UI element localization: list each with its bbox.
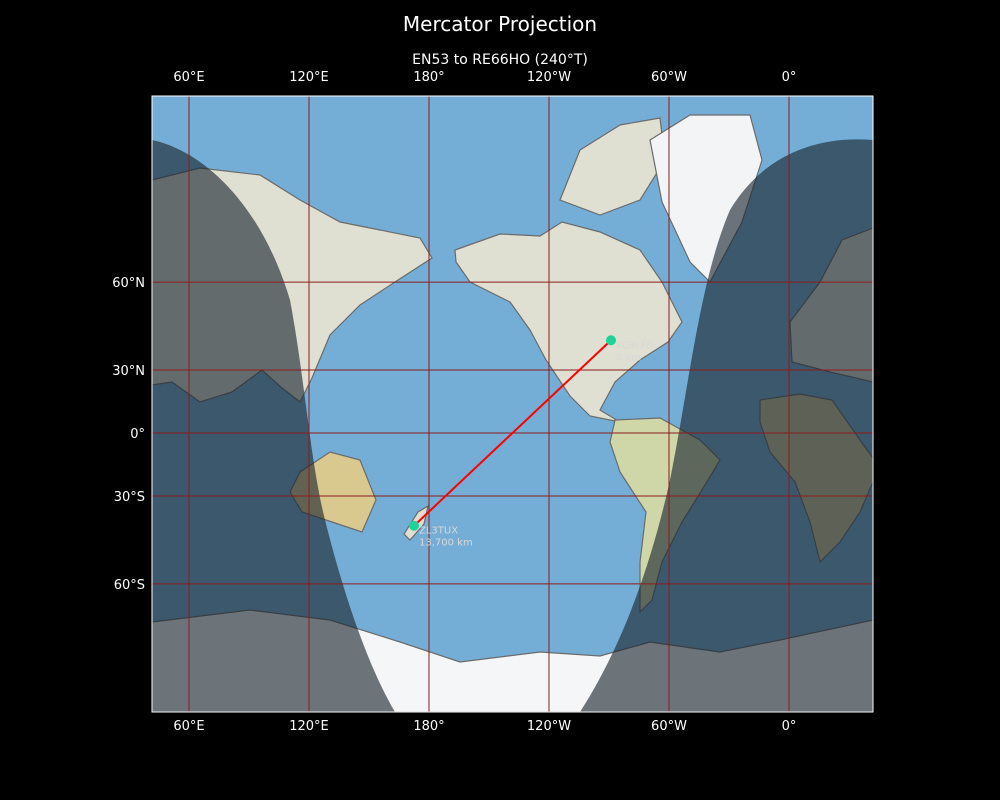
x-tick-label-bottom: 0°	[782, 719, 797, 734]
station-distance: 0 km	[616, 352, 641, 363]
night-region-west	[152, 140, 395, 712]
x-tick-label-bottom: 120°E	[289, 719, 329, 734]
x-tick-label-top: 60°W	[651, 70, 687, 85]
x-tick-label-top: 60°E	[173, 70, 204, 85]
great-circle-path	[413, 339, 612, 527]
figure-subtitle: EN53 to RE66HO (240°T)	[412, 52, 588, 68]
station-marker	[409, 520, 419, 531]
station-marker	[606, 335, 616, 346]
x-tick-label-top: 120°E	[289, 70, 329, 85]
station-callsign: KC9LFD	[616, 340, 655, 351]
x-tick-label-bottom: 60°E	[173, 719, 204, 734]
y-tick-label: 60°N	[112, 276, 145, 291]
station-distance: 13,700 km	[419, 538, 473, 549]
y-tick-label: 30°S	[114, 490, 145, 505]
station-callsign: ZL3TUX	[419, 526, 458, 537]
land-north-america	[454, 221, 683, 423]
x-tick-label-bottom: 60°W	[651, 719, 687, 734]
axes-frame	[151, 95, 874, 713]
x-tick-label-top: 120°W	[527, 70, 571, 85]
y-tick-label: 0°	[130, 427, 145, 442]
x-tick-label-bottom: 180°	[413, 719, 444, 734]
y-tick-label: 30°N	[112, 364, 145, 379]
x-tick-label-bottom: 120°W	[527, 719, 571, 734]
figure-title: Mercator Projection	[402, 12, 598, 36]
x-tick-label-top: 0°	[782, 70, 797, 85]
x-tick-label-top: 180°	[413, 70, 444, 85]
y-tick-label: 60°S	[114, 578, 145, 593]
